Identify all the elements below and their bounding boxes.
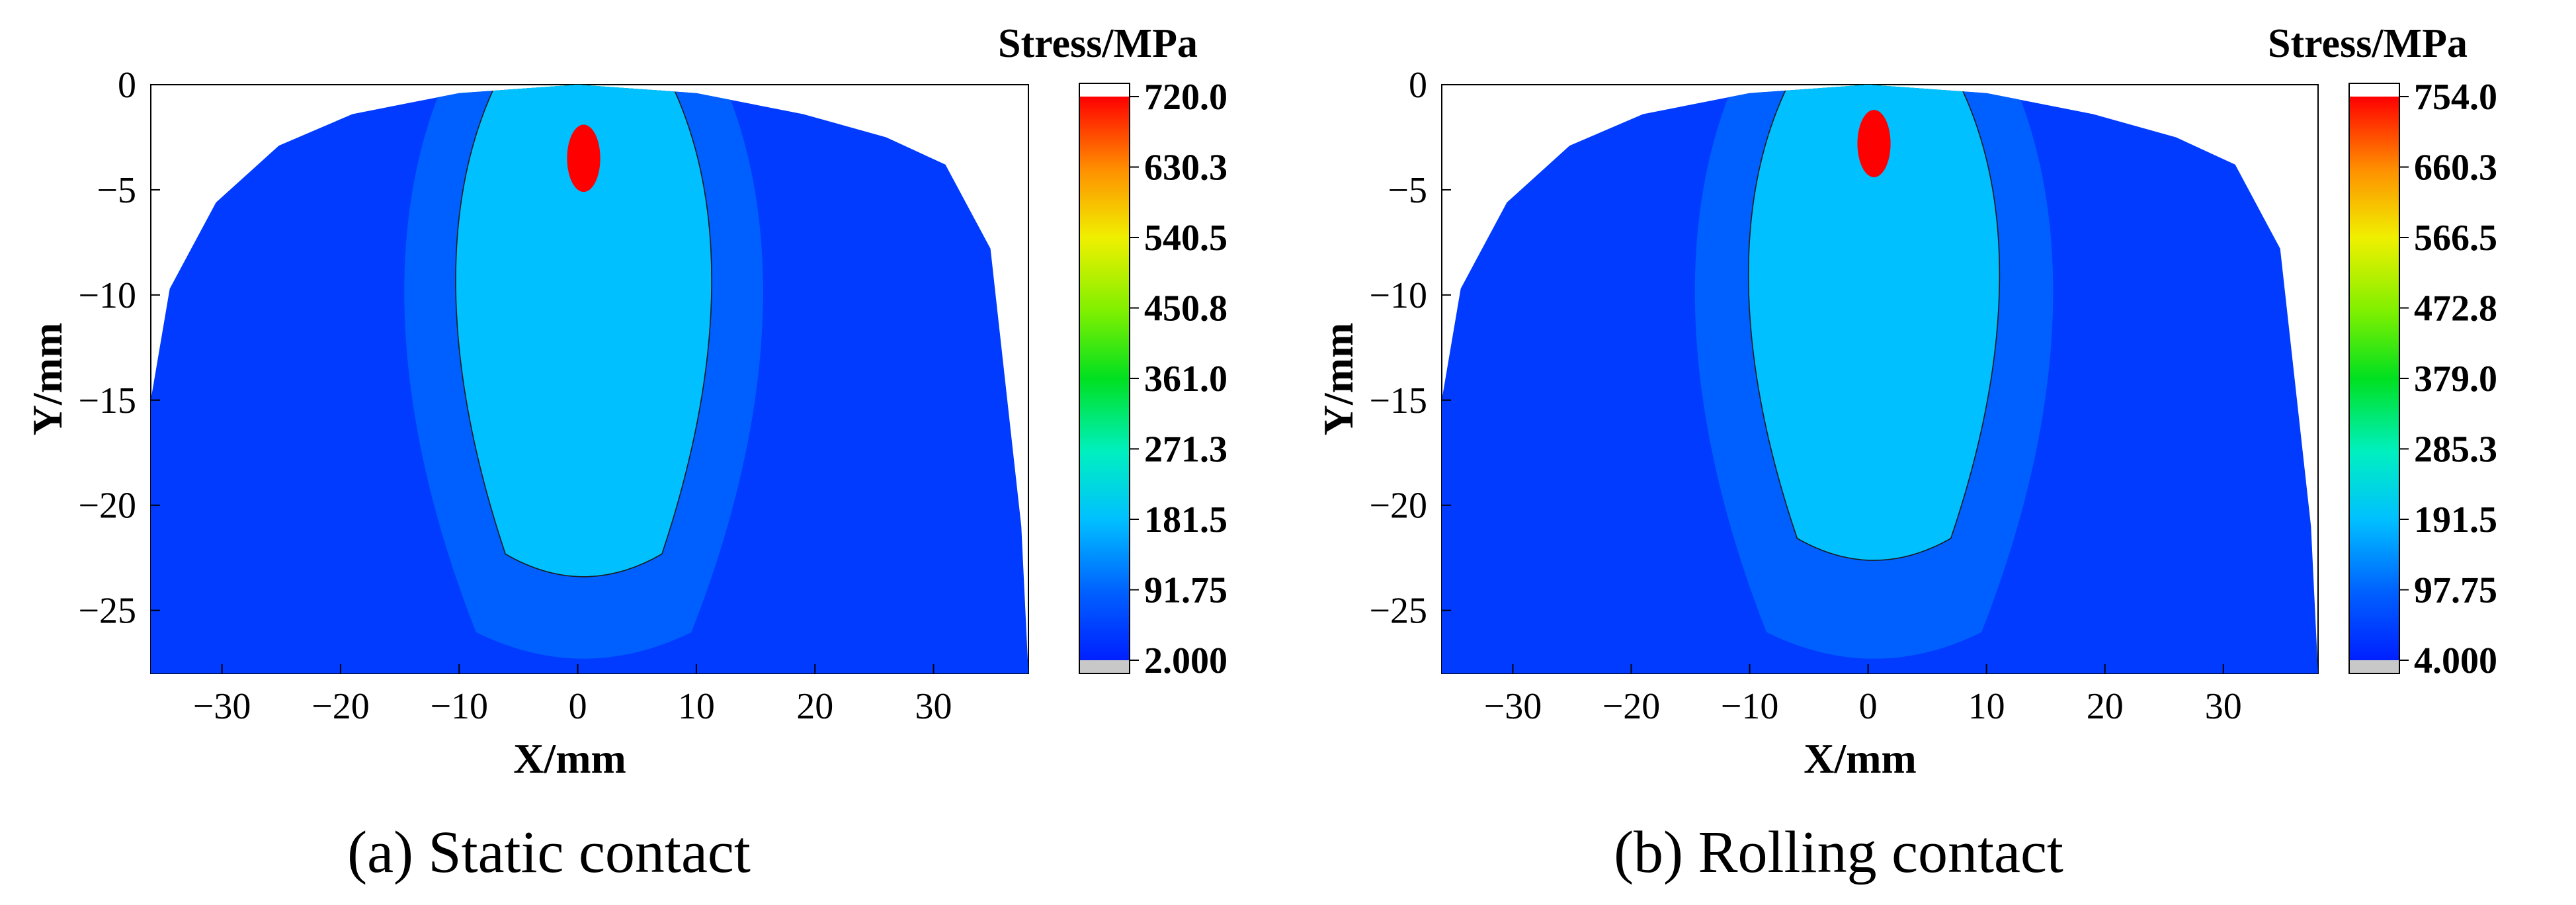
- colorbar-label: 97.75: [2414, 570, 2497, 611]
- colorbar-label: 472.8: [2414, 288, 2497, 329]
- x-tick-label: −10: [430, 686, 488, 727]
- y-axis-title: Y/mm: [24, 323, 71, 436]
- colorbar-under-cap: [2349, 660, 2399, 673]
- y-tick-label: 0: [118, 65, 136, 106]
- y-tick-label: −15: [78, 380, 136, 421]
- colorbar-title: Stress/MPa: [2268, 21, 2468, 66]
- x-tick-label: 30: [915, 686, 952, 727]
- colorbar-label: 181.5: [1144, 499, 1227, 540]
- x-tick-label: −10: [1721, 686, 1779, 727]
- caption-b: (b) Rolling contact: [1614, 820, 2063, 885]
- x-tick-label: 20: [2087, 686, 2124, 727]
- y-tick-label: 0: [1409, 65, 1427, 106]
- colorbar-label: 191.5: [2414, 499, 2497, 540]
- y-tick-label: −10: [78, 275, 136, 316]
- x-tick-label: 0: [569, 686, 587, 727]
- colorbar-over-cap: [2349, 83, 2399, 97]
- colorbar-label: 4.000: [2414, 640, 2497, 681]
- y-tick-label: −20: [1369, 486, 1427, 527]
- colorbar-label: 450.8: [1144, 288, 1227, 329]
- x-tick-label: 0: [1859, 686, 1878, 727]
- colorbar-b: [2349, 97, 2399, 660]
- colorbar-label: 660.3: [2414, 148, 2497, 189]
- colorbar-label: 540.5: [1144, 218, 1227, 259]
- stress-field-b: [1442, 85, 2318, 673]
- stress-band: [456, 85, 712, 577]
- colorbar-title: Stress/MPa: [998, 21, 1198, 66]
- colorbar-label: 91.75: [1144, 570, 1227, 611]
- x-tick-label: 30: [2205, 686, 2242, 727]
- y-tick-label: −15: [1369, 380, 1427, 421]
- stress-field-a: [151, 85, 1028, 673]
- y-tick-label: −25: [78, 591, 136, 632]
- y-tick-label: −10: [1369, 275, 1427, 316]
- x-tick-label: −20: [312, 686, 370, 727]
- stress-band: [567, 124, 601, 193]
- y-tick-label: −5: [97, 170, 136, 211]
- x-tick-label: 10: [678, 686, 715, 727]
- stress-band: [1748, 85, 2000, 560]
- x-tick-label: −30: [1484, 686, 1542, 727]
- colorbar-label: 720.0: [1144, 77, 1227, 118]
- colorbar-label: 754.0: [2414, 77, 2497, 118]
- colorbar-label: 271.3: [1144, 429, 1227, 470]
- y-tick-label: −20: [78, 486, 136, 527]
- colorbar-over-cap: [1079, 83, 1130, 97]
- x-tick-label: −20: [1602, 686, 1661, 727]
- contour-line: [1747, 85, 2001, 561]
- colorbar-label: 630.3: [1144, 148, 1227, 189]
- panel-static-contact: −30 −20 −10 0 10 20 30 0 −5 −10 −15 −20 −25 X/mm Y/mm S…: [24, 21, 1227, 885]
- x-axis-title: X/mm: [513, 735, 626, 782]
- caption-a: (a) Static contact: [347, 820, 751, 885]
- colorbar-under-cap: [1079, 660, 1130, 673]
- x-tick-label: 10: [1968, 686, 2005, 727]
- panel-rolling-contact: −30 −20 −10 0 10 20 30 0 −5 −10 −15 −20 −25 X/mm Y/mm S…: [1315, 21, 2497, 885]
- x-axis-title: X/mm: [1804, 735, 1917, 782]
- colorbar-label: 2.000: [1144, 640, 1227, 681]
- colorbar-label: 566.5: [2414, 218, 2497, 259]
- contour-line: [455, 85, 712, 578]
- colorbar-label: 361.0: [1144, 359, 1227, 400]
- x-tick-label: 20: [796, 686, 833, 727]
- stress-band: [1857, 110, 1891, 177]
- y-tick-label: −25: [1369, 591, 1427, 632]
- colorbar-label: 285.3: [2414, 429, 2497, 470]
- colorbar-label: 379.0: [2414, 359, 2497, 400]
- y-axis-title: Y/mm: [1315, 323, 1362, 436]
- x-tick-label: −30: [193, 686, 251, 727]
- colorbar-a: [1079, 97, 1130, 660]
- y-tick-label: −5: [1388, 170, 1427, 211]
